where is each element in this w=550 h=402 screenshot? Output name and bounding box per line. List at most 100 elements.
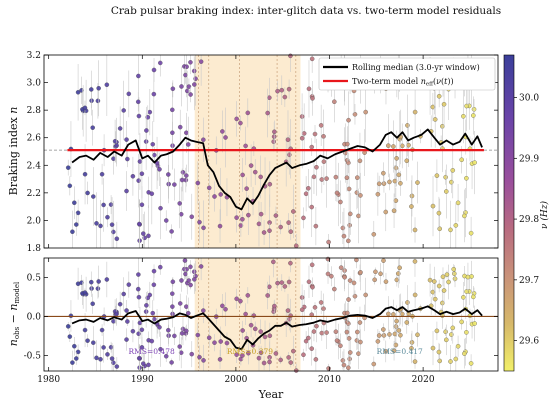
- data-point: [291, 209, 296, 214]
- data-point: [449, 179, 454, 185]
- residual-point: [272, 303, 277, 309]
- residual-point: [67, 334, 73, 339]
- residual-point: [201, 308, 206, 313]
- residual-point: [434, 328, 440, 334]
- residual-point: [346, 336, 352, 341]
- residual-point: [306, 279, 312, 285]
- data-point: [157, 167, 162, 172]
- data-point: [177, 124, 183, 130]
- data-point: [333, 174, 339, 180]
- residual-point: [412, 292, 418, 298]
- data-point: [387, 179, 392, 185]
- data-point: [112, 138, 118, 144]
- top-lines: [44, 128, 498, 211]
- data-point: [117, 126, 123, 131]
- residual-point: [262, 334, 268, 340]
- residual-point: [387, 332, 392, 337]
- residual-point: [75, 349, 81, 355]
- colorbar-tick-label: 29.8: [519, 215, 539, 225]
- residual-point: [65, 324, 71, 329]
- residual-point: [391, 348, 397, 353]
- top-shaded-interval: [194, 55, 301, 248]
- data-point: [185, 142, 191, 147]
- residual-point: [310, 284, 315, 290]
- data-point: [346, 117, 351, 123]
- data-point: [217, 223, 223, 229]
- data-point: [158, 60, 163, 66]
- residual-point: [291, 348, 296, 354]
- residual-point: [381, 258, 386, 263]
- data-point: [321, 159, 327, 164]
- data-point: [324, 176, 329, 181]
- data-point: [301, 215, 306, 221]
- residual-point: [288, 313, 293, 318]
- data-point: [150, 142, 156, 147]
- y-tick-label: 2.2: [27, 189, 41, 199]
- top-scatter-points: [65, 53, 477, 249]
- x-tick-label: 2020: [412, 375, 435, 385]
- data-point: [346, 186, 352, 192]
- data-point: [468, 230, 474, 236]
- data-point: [430, 104, 436, 110]
- residual-point: [234, 296, 239, 302]
- colorbar-label: ν (Hz): [539, 201, 550, 229]
- data-point: [288, 53, 293, 59]
- residual-point: [396, 328, 402, 333]
- data-point: [383, 209, 389, 215]
- residual-point: [150, 310, 156, 316]
- data-point: [136, 221, 142, 227]
- data-point: [91, 194, 96, 199]
- data-point: [358, 193, 363, 198]
- residual-point: [188, 282, 193, 288]
- top-panel: 1.8 2.0 2.2 2.4 2.6 2.8 3.0 3.2 Braking index n…: [7, 51, 499, 254]
- residual-point: [109, 356, 115, 361]
- data-point: [386, 143, 391, 148]
- data-point: [248, 163, 254, 168]
- data-point: [170, 86, 176, 92]
- data-point: [65, 165, 71, 170]
- data-point: [180, 170, 186, 175]
- residual-point: [220, 303, 225, 309]
- data-point: [409, 193, 415, 199]
- residual-point: [286, 355, 291, 360]
- residual-point: [465, 274, 471, 280]
- residual-point: [309, 262, 315, 268]
- residual-point: [157, 325, 162, 330]
- residual-point: [436, 283, 442, 289]
- data-point: [136, 113, 142, 119]
- residual-point: [282, 284, 288, 289]
- data-point: [278, 224, 283, 230]
- data-point: [355, 175, 360, 180]
- data-point: [375, 191, 381, 197]
- data-point: [201, 225, 206, 231]
- data-point: [441, 101, 447, 107]
- data-point: [258, 174, 263, 180]
- data-point: [393, 165, 399, 171]
- data-point: [471, 113, 476, 118]
- data-point: [67, 183, 73, 189]
- data-point: [340, 225, 346, 231]
- residual-point: [98, 357, 103, 362]
- data-point: [306, 86, 312, 92]
- residual-point: [325, 271, 331, 277]
- data-point: [453, 223, 459, 228]
- residual-point: [324, 330, 329, 335]
- data-point: [265, 110, 270, 116]
- data-point: [121, 108, 126, 113]
- y-tick-label: 0.0: [27, 312, 42, 322]
- data-point: [412, 109, 418, 115]
- data-point: [352, 112, 358, 117]
- data-point: [394, 156, 399, 161]
- residual-point: [358, 339, 363, 345]
- data-point: [318, 123, 324, 128]
- data-point: [267, 95, 272, 100]
- residual-point: [177, 344, 182, 349]
- residual-point: [217, 357, 223, 362]
- residual-point: [206, 335, 212, 341]
- data-point: [273, 213, 279, 218]
- residual-point: [468, 361, 474, 366]
- residual-point: [452, 276, 458, 282]
- residual-point: [347, 278, 353, 283]
- residual-point: [356, 351, 361, 356]
- residual-point: [340, 358, 346, 363]
